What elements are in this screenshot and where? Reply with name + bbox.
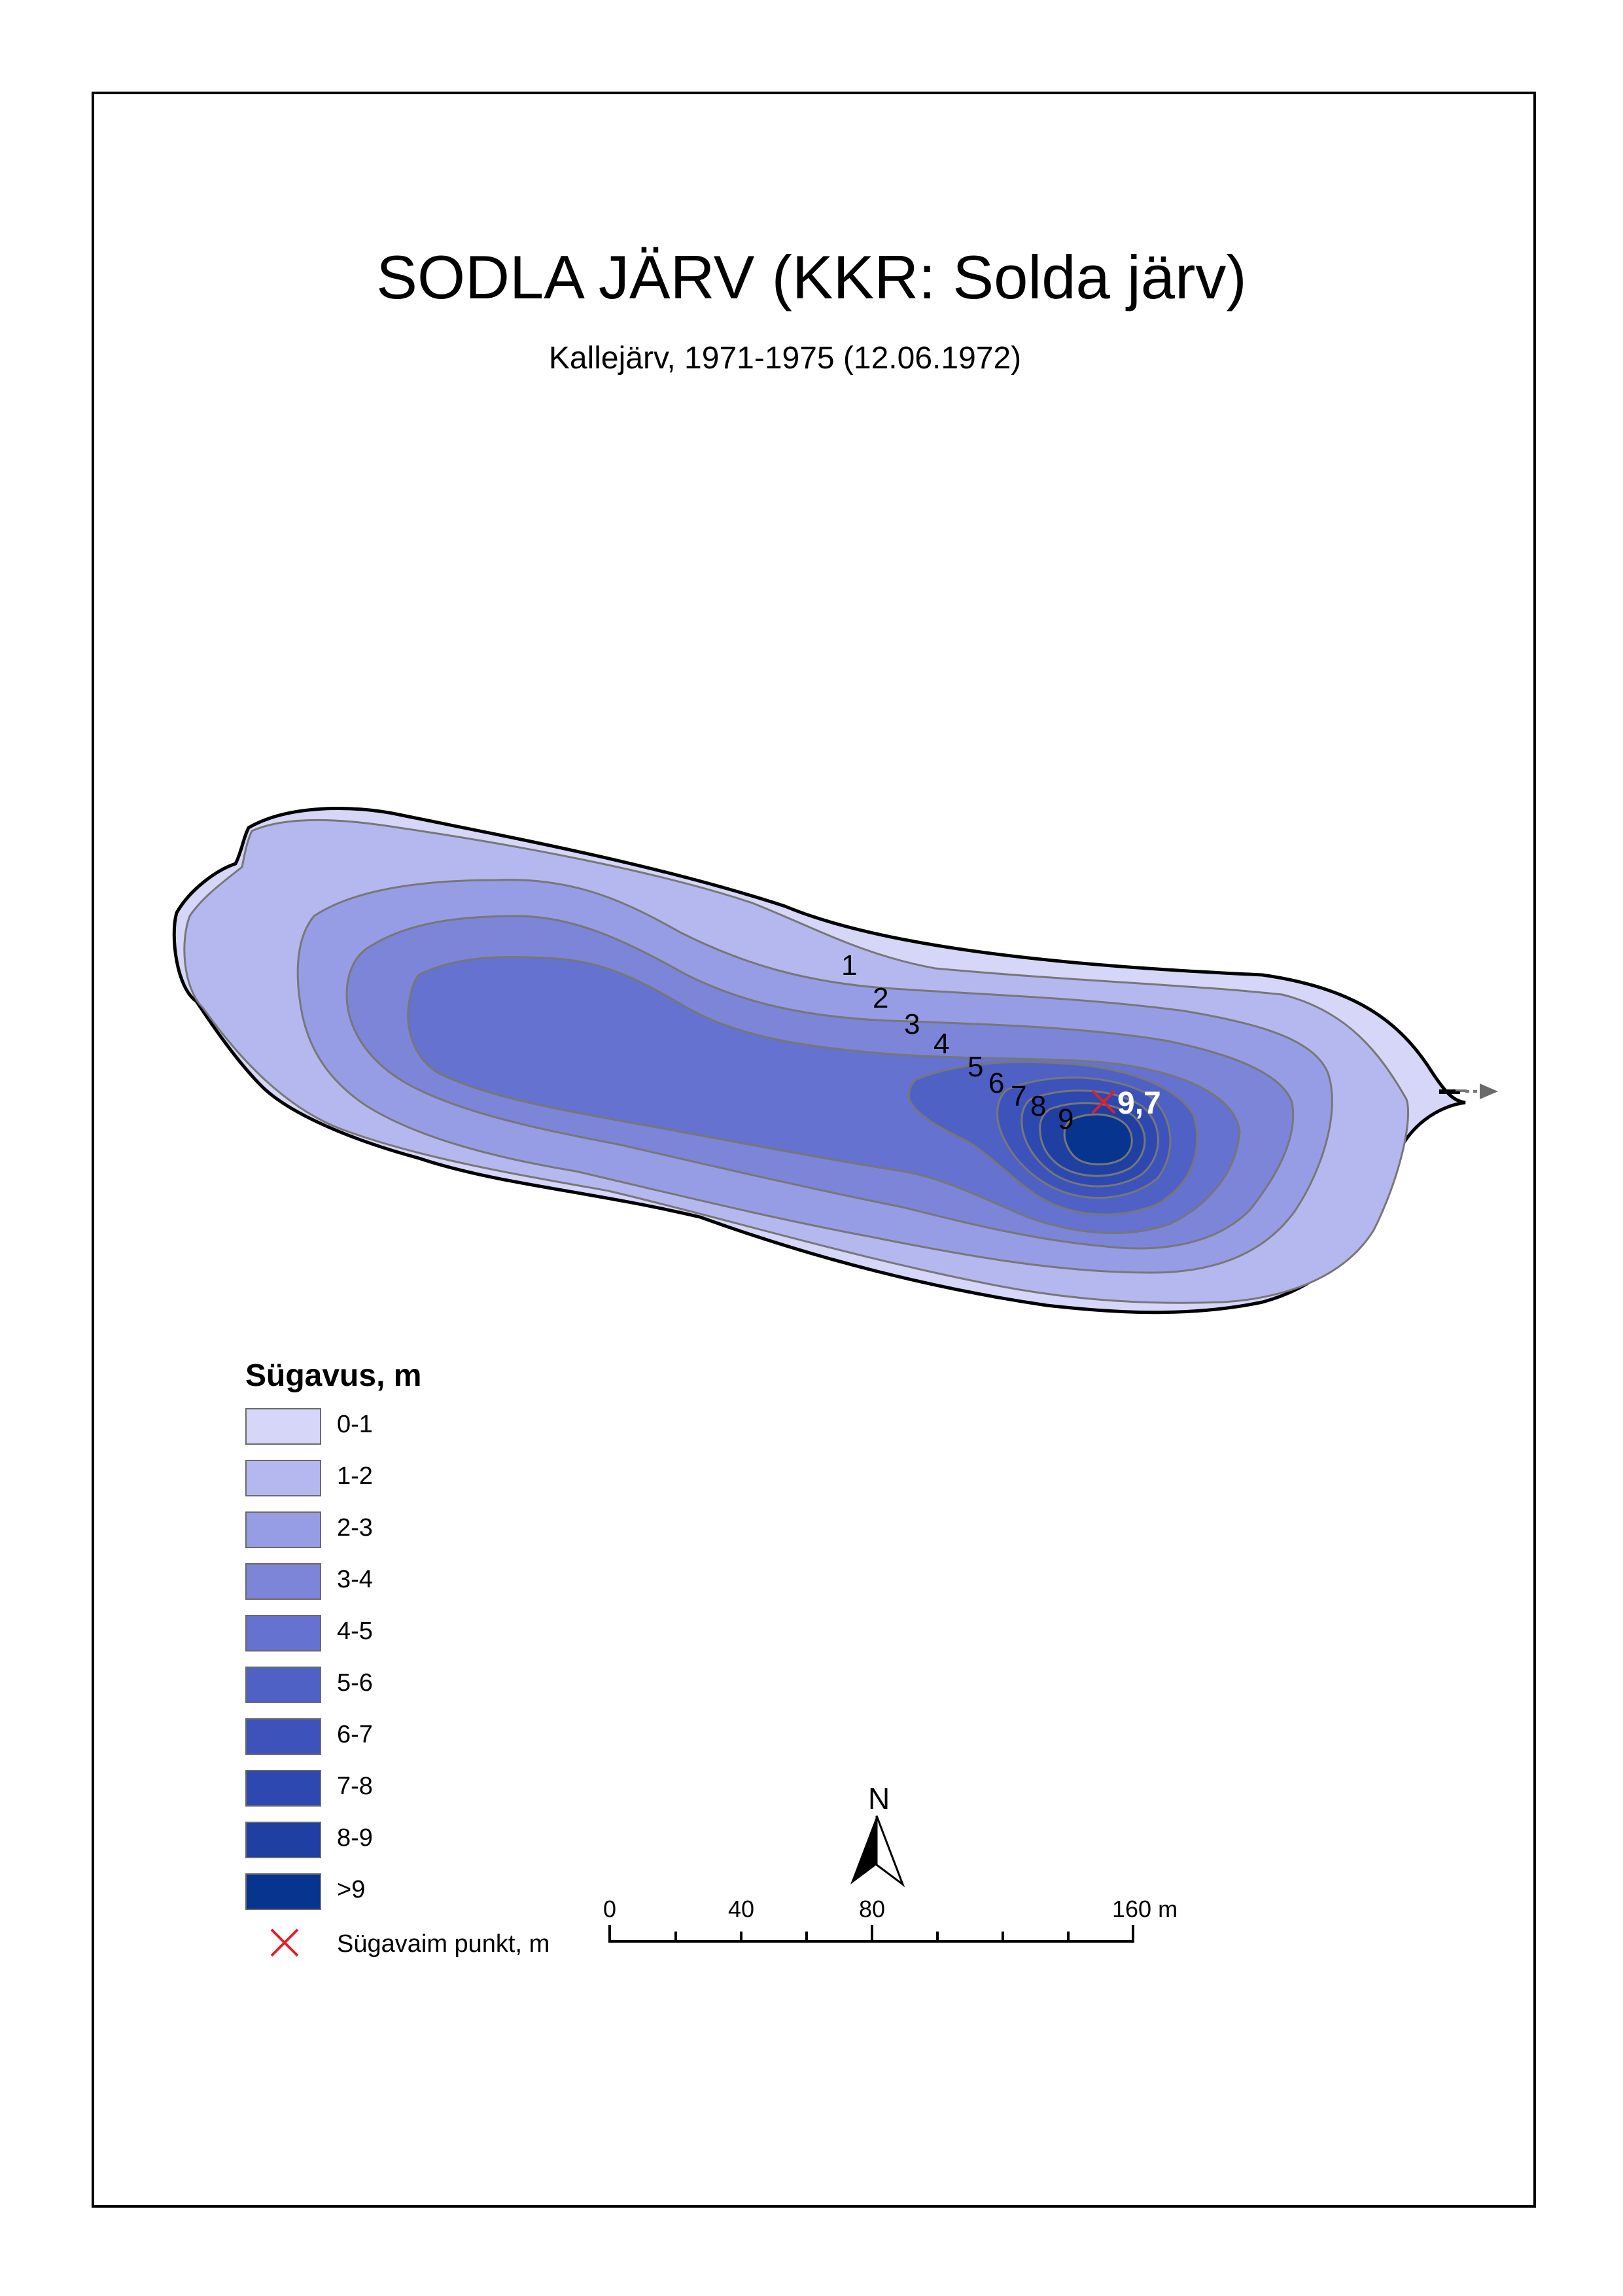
legend-label: 4-5 [337,1617,373,1645]
legend-item: 7-8 [245,1770,421,1822]
contour-label-5: 5 [968,1051,983,1083]
legend-label: >9 [337,1876,366,1903]
legend-swatch [245,1615,321,1651]
scale-tick-160: 160 m [1112,1896,1178,1922]
outflow-arrow-icon [1480,1084,1498,1099]
map-frame [92,92,1536,2208]
legend-label: 1-2 [337,1462,373,1490]
legend-item: >9 [245,1873,421,1925]
contour-label-8: 8 [1030,1090,1046,1122]
legend-label: 8-9 [337,1824,373,1852]
legend-item: 2-3 [245,1511,421,1563]
contour-label-9: 9 [1058,1103,1073,1135]
legend-label: 6-7 [337,1721,373,1748]
map-subtitle: Kallejärv, 1971-1975 (12.06.1972) [548,341,1022,376]
map-title: SODLA JÄRV (KKR: Solda järv) [376,243,1247,311]
contour-label-6: 6 [988,1067,1004,1099]
legend-item: 3-4 [245,1563,421,1615]
legend-swatch [245,1511,321,1548]
deepest-point-marker-icon [1091,1089,1116,1114]
legend-swatch [245,1563,321,1600]
deepest-point-value: 9,7 [1117,1086,1161,1121]
legend-item: 1-2 [245,1460,421,1511]
contour-label-3: 3 [904,1008,920,1040]
legend-swatch [245,1822,321,1858]
legend-label: 2-3 [337,1514,373,1542]
legend-item: 0-1 [245,1408,421,1460]
legend-swatch [245,1873,321,1910]
scale-tick-40: 40 [728,1896,754,1922]
deepest-point-legend-icon [270,1928,299,1957]
legend-swatch [245,1667,321,1703]
contour-label-1: 1 [841,949,857,981]
legend-label: 3-4 [337,1566,373,1593]
legend-item: 4-5 [245,1615,421,1667]
contour-label-4: 4 [934,1028,949,1060]
legend-label: 5-6 [337,1669,373,1697]
legend-item: 6-7 [245,1718,421,1770]
legend-item: 5-6 [245,1667,421,1718]
contour-label-7: 7 [1011,1080,1026,1112]
legend-label: 0-1 [337,1411,373,1438]
scale-tick-80: 80 [859,1896,885,1922]
legend-item: 8-9 [245,1822,421,1873]
scale-bar [608,1925,1134,1943]
legend-swatch [245,1770,321,1807]
scale-tick-0: 0 [603,1896,616,1922]
legend-swatch [245,1460,321,1496]
north-arrow-icon [850,1815,905,1888]
depth-zone-over-9 [1063,1113,1133,1165]
legend-swatch [245,1408,321,1445]
depth-legend: Sügavus, m 0-1 1-2 2-3 3-4 4-5 5-6 6-7 7-8 8-9 >9 [245,1358,421,1925]
legend-title: Sügavus, m [245,1358,422,1393]
contour-label-2: 2 [873,982,888,1014]
north-label: N [868,1782,890,1816]
legend-swatch [245,1718,321,1755]
legend-deepest-point-label: Sügavaim punkt, m [337,1930,550,1958]
legend-label: 7-8 [337,1773,373,1800]
